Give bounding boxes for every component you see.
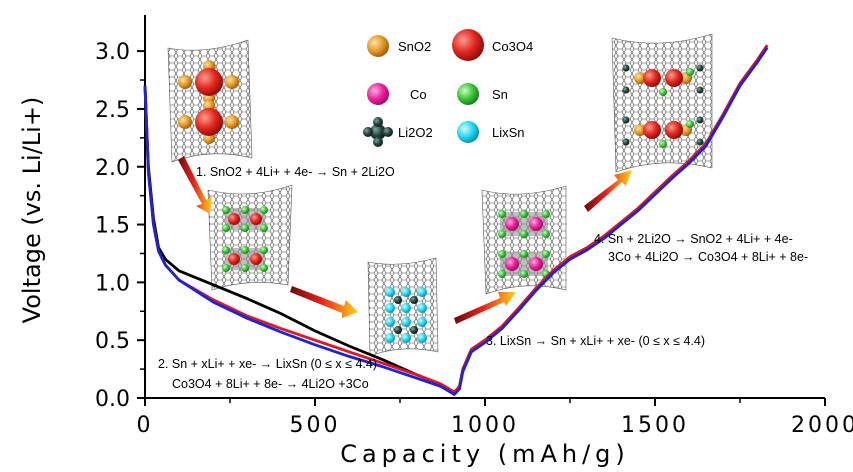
legend-label-co3o4: Co3O4 [492,39,533,54]
legend-label-co: Co [410,87,427,102]
y-tick-label: 1.0 [95,271,130,296]
arrow-1 [178,156,212,214]
x-tick-label: 0 [137,413,154,438]
reaction-equations: 1. SnO2 + 4Li+ + 4e- → Sn + 2Li2O 2. Sn … [158,165,808,391]
x-tick-label: 2000 [791,413,853,438]
illustration-tube-2 [207,184,293,291]
illustration-tube-3 [367,257,439,357]
illustration-tube-4 [481,185,567,295]
arrow-2 [290,286,358,318]
legend-label-lixsn: LixSn [492,125,525,140]
illustration-tube-1 [167,39,253,163]
y-tick-label: 0.5 [95,329,130,354]
y-tick-label: 2.0 [95,156,130,181]
equation-4b: 3Co + 4Li2O → Co3O4 + 8Li+ + 8e- [608,250,808,264]
series-layer [143,44,769,396]
equation-3: 3. LixSn → Sn + xLi+ + xe- (0 ≤ x ≤ 4.4) [486,334,705,348]
snO2-legend-icon [367,35,389,57]
y-ticks: 0.0 0.5 1.0 1.5 2.0 2.5 3.0 [95,40,145,412]
li2o2-legend-icon [363,117,393,147]
series-line-2 [143,44,769,394]
sn-legend-icon [457,83,479,105]
y-tick-label: 3.0 [95,40,130,65]
co3o4-legend-icon [452,29,484,61]
lixsn-legend-icon [457,121,479,143]
legend: SnO2 Co3O4 Co Sn Li2O2 LixSn [363,29,533,147]
x-tick-label: 1000 [451,413,519,438]
legend-label-sn: Sn [492,87,508,102]
arrow-3 [454,292,516,324]
y-tick-label: 1.5 [95,214,130,239]
illustration-tube-5 [611,33,713,173]
equation-2b: Co3O4 + 8Li+ + 8e- → 4Li2O +3Co [172,377,369,391]
y-tick-label: 0.0 [95,387,130,412]
arrow-4 [584,170,632,212]
x-tick-label: 1500 [621,413,689,438]
x-axis-title: Capacity (mAh/g) [340,440,630,468]
legend-label-sno2: SnO2 [398,39,431,54]
series-line-3 [143,46,769,396]
equation-2a: 2. Sn + xLi+ + xe- → LixSn (0 ≤ x ≤ 4.4) [158,357,377,371]
x-ticks: 0 500 1000 1500 2000 [137,398,853,438]
y-tick-label: 2.5 [95,98,130,123]
x-tick-label: 500 [290,413,341,438]
legend-label-li2o2: Li2O2 [398,125,433,140]
reaction-arrows [178,156,632,324]
equation-1: 1. SnO2 + 4Li+ + 4e- → Sn + 2Li2O [196,165,395,179]
equation-4a: 4. Sn + 2Li2O → SnO2 + 4Li+ + 4e- [594,232,793,246]
y-axis-title: Voltage (vs. Li/Li+) [18,97,46,324]
co-legend-icon [367,83,389,105]
